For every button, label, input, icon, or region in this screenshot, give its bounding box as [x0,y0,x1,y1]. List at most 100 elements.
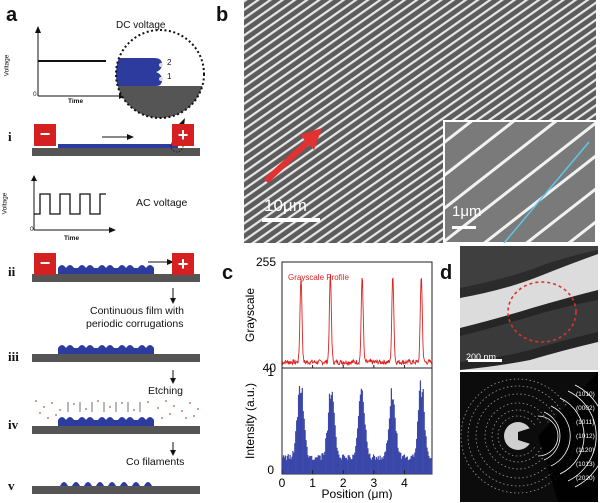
ac-voltage-origin: 0 [30,226,34,233]
intensity-bar [416,438,418,474]
step-label-v: v [8,478,15,493]
intensity-bar [360,388,362,474]
dc-inset-marker-1: 1 [167,72,172,81]
intensity-bar [405,457,407,474]
x-axis-label: Position (μm) [322,487,393,500]
intensity-bar [366,441,368,474]
intensity-bar [314,457,317,474]
intensity-bar [338,454,340,474]
x-tick-label: 2 [340,476,347,490]
ac-voltage-ylabel: Voltage [1,192,9,215]
intensity-bar [323,455,325,474]
intensity-bar [357,415,360,474]
intensity-bar [388,418,391,474]
step-v-diagram [32,482,200,494]
x-tick-label: 0 [279,476,286,490]
intensity-bar [284,455,287,474]
intensity-bar [335,436,337,474]
intensity-bar [309,455,311,474]
intensity-bar [358,401,361,474]
intensity-bar [417,410,420,474]
intensity-bar [288,458,290,474]
intensity-bar [302,411,304,474]
intensity-bar [327,412,330,474]
intensity-bar [291,456,293,474]
intensity-bar [371,459,373,474]
intensity-bar [421,392,423,474]
intensity-bar [377,456,379,474]
intensity-bar [316,457,318,474]
step-iii-diagram [32,345,200,362]
dc-voltage-ylabel: Voltage [3,54,11,77]
positive-electrode-i: + [172,124,194,146]
intensity-bar [325,438,327,474]
intensity-bar [415,448,417,474]
intensity-bar [372,457,374,474]
intensity-bar [361,390,363,474]
intensity-bar [317,455,319,474]
profile-chart: Grayscale Profile 40 255 0 1 0 1 2 3 4 Position (… [243,256,433,500]
intensity-bar [346,459,348,474]
intensity-bar [402,455,405,474]
caption-co-filaments: Co filaments [126,456,185,468]
ac-voltage-title: AC voltage [136,197,188,209]
intensity-bar [328,393,331,474]
intensity-bar [393,404,395,474]
sem-inset-scale-label: 1μm [452,203,482,220]
intensity-bar [356,437,358,474]
intensity-bar [374,459,377,474]
intensity-bar [402,456,404,474]
intensity-bar [337,450,339,474]
panel-letter-a: a [6,4,18,26]
intensity-bar [364,424,366,474]
intensity-bar [383,456,385,474]
intensity-bar [389,406,392,474]
intensity-bar [348,455,350,474]
intensity-bar [350,459,352,474]
intensity-bar [410,456,412,474]
intensity-bar [300,392,302,474]
intensity-bar [400,452,402,474]
intensity-bar [318,455,320,474]
step-label-iii: iii [8,349,19,364]
intensity-bar [419,380,422,474]
intensity-bar [327,430,329,474]
intensity-bar [299,393,302,474]
intensity-bar [285,460,287,474]
intensity-bar [289,454,291,474]
intensity-bar [322,453,324,474]
intensity-bar [340,457,342,474]
sem-scale-label: 10μm [264,196,307,215]
intensity-bar [431,459,433,474]
intensity-bar [413,456,415,474]
intensity-bar [312,459,314,474]
dc-voltage-xlabel: Time [68,98,84,105]
intensity-bar [353,455,355,474]
intensity-bar [295,431,297,474]
intensity-bar [365,429,367,474]
grayscale-profile-line [281,274,433,367]
panel-letter-b: b [216,4,229,26]
negative-electrode-i: − [34,124,56,146]
dc-voltage-plot [35,26,126,99]
intensity-bar [398,451,400,474]
intensity-ytick-label: 1 [267,365,274,379]
intensity-bar [293,452,295,474]
intensity-bar [286,456,288,474]
intensity-bar [333,412,335,474]
intensity-bar [283,457,286,474]
intensity-bar [329,398,332,474]
intensity-bar [282,455,285,474]
intensity-bar [326,432,328,474]
intensity-bar [376,458,378,474]
step-label-i: i [8,129,12,144]
caption-etching: Etching [148,385,184,397]
intensity-bar [330,395,332,474]
intensity-bar [382,458,384,474]
grayscale-axis-label: Grayscale [243,288,257,342]
intensity-bar [424,430,426,474]
tem-scale-label: 200 nm [466,352,497,362]
intensity-bar [290,459,292,474]
intensity-bar [375,457,377,474]
arrow-down-icon [170,442,176,456]
